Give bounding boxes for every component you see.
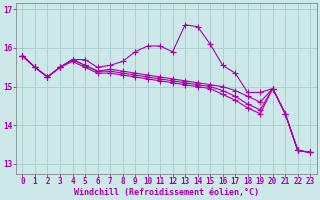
- X-axis label: Windchill (Refroidissement éolien,°C): Windchill (Refroidissement éolien,°C): [74, 188, 259, 197]
